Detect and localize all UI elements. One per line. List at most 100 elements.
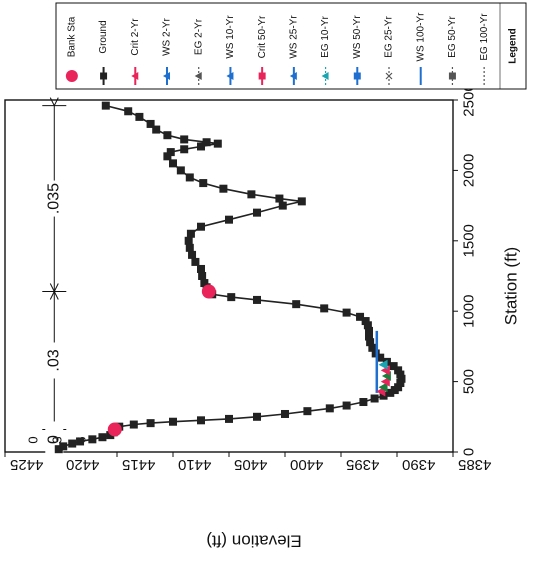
ground-point bbox=[186, 229, 195, 238]
ground-point bbox=[188, 250, 197, 259]
ground-point bbox=[213, 139, 222, 148]
manning-label-bg bbox=[45, 342, 64, 379]
ground-point bbox=[389, 362, 398, 371]
ground-point bbox=[396, 379, 405, 388]
ground-point bbox=[247, 190, 256, 199]
elevation-tick-label: 4400 bbox=[290, 456, 323, 473]
manning-n-label: 0 bbox=[45, 435, 62, 444]
ground-point bbox=[365, 332, 373, 341]
y-axis-title: Elevation (ft) bbox=[206, 532, 301, 551]
x-axis-title: Station (ft) bbox=[501, 247, 520, 325]
ground-point bbox=[356, 312, 365, 321]
legend-swatch-marker bbox=[448, 72, 456, 80]
ground-point bbox=[184, 236, 193, 245]
manning-annotations: 0.03.035036 bbox=[25, 97, 88, 458]
ground-point bbox=[253, 295, 261, 304]
ground-point bbox=[197, 416, 205, 425]
legend-swatch-marker bbox=[289, 72, 297, 80]
ground-point bbox=[278, 201, 287, 210]
axes: 4385 4390 4395 4400 4405 4410 4415 4420 4425 0 500… bbox=[4, 83, 520, 551]
manning-label-bg bbox=[45, 180, 64, 217]
ground-point bbox=[135, 112, 144, 121]
ground-point bbox=[361, 317, 370, 326]
legend-entry-label: Crit 2-Yr bbox=[130, 18, 141, 56]
station-tick-label: 2500 bbox=[460, 83, 477, 116]
ground-point bbox=[379, 391, 388, 400]
elevation-tick-label: 4420 bbox=[66, 456, 99, 473]
ground-point bbox=[199, 179, 208, 188]
ground-point bbox=[59, 442, 68, 451]
water-surface-marker bbox=[378, 359, 388, 370]
ground-point bbox=[396, 370, 405, 379]
ground-point bbox=[129, 420, 138, 429]
ground-point bbox=[202, 138, 211, 147]
ground-point bbox=[185, 243, 194, 252]
ground-point bbox=[219, 184, 228, 193]
ground-point bbox=[101, 101, 110, 110]
legend-entry-label: Ground bbox=[98, 20, 109, 53]
ground-point bbox=[68, 439, 77, 448]
station-tick-label: 500 bbox=[460, 369, 477, 394]
ground-point bbox=[198, 272, 207, 280]
ground-point bbox=[397, 374, 406, 383]
ground-point bbox=[197, 264, 205, 273]
ground-point bbox=[363, 321, 372, 330]
legend-swatch-marker bbox=[385, 72, 393, 80]
ground-point bbox=[197, 142, 205, 151]
ground-point bbox=[146, 419, 155, 428]
ground-point bbox=[227, 293, 236, 302]
water-surface-marker bbox=[378, 382, 388, 393]
ground-point bbox=[176, 166, 185, 175]
ground-point bbox=[320, 304, 329, 313]
legend: Legend EG 100-Yr EG 50-Yr WS 100-Yr EG 25-Yr… bbox=[55, 2, 527, 90]
station-tick-label: 2000 bbox=[460, 154, 477, 187]
ground-point bbox=[76, 437, 85, 446]
ground-point bbox=[325, 404, 334, 413]
ground-point bbox=[303, 407, 312, 416]
legend-entry-label: WS 100-Yr bbox=[415, 12, 426, 62]
ground-point bbox=[200, 279, 209, 288]
station-tick-label: 1500 bbox=[460, 224, 477, 257]
ground-point bbox=[359, 398, 368, 407]
ground-point bbox=[297, 197, 306, 206]
ground-point bbox=[342, 308, 351, 317]
ground-point bbox=[191, 257, 200, 266]
ground-point bbox=[180, 135, 189, 144]
ground-point bbox=[88, 435, 97, 444]
ground-point bbox=[98, 433, 107, 442]
elevation-tick-label: 4390 bbox=[402, 456, 435, 473]
ground-point bbox=[292, 300, 301, 309]
manning-n-label: .035 bbox=[45, 183, 62, 214]
legend-swatch-marker bbox=[321, 72, 329, 80]
elevation-tick-label: 4410 bbox=[178, 456, 211, 473]
ground-point bbox=[366, 338, 375, 347]
legend-swatch-marker bbox=[258, 72, 266, 80]
legend-entry-label: WS 25-Yr bbox=[288, 15, 299, 59]
ground-point bbox=[281, 409, 289, 418]
ground-point bbox=[225, 215, 233, 224]
ground-point bbox=[376, 353, 385, 362]
legend-swatch-marker bbox=[163, 72, 170, 80]
legend-entry-label: Crit 50-Yr bbox=[257, 15, 268, 58]
legend-entry-label: EG 50-Yr bbox=[447, 15, 458, 57]
legend-swatch-marker bbox=[131, 72, 139, 80]
station-tick-label: 1000 bbox=[460, 295, 477, 328]
ground-point bbox=[342, 401, 351, 410]
ground-point bbox=[152, 125, 161, 134]
station-tick-label: 0 bbox=[460, 448, 477, 456]
ground-point bbox=[124, 107, 133, 116]
ground-point bbox=[163, 131, 172, 140]
manning-n-label: .03 bbox=[45, 349, 62, 371]
ground-point bbox=[370, 394, 379, 403]
legend-title: Legend bbox=[508, 28, 519, 64]
legend-swatch-marker bbox=[194, 72, 202, 80]
ground-point bbox=[166, 148, 175, 157]
legend-swatch-marker bbox=[65, 70, 78, 82]
elevation-tick-label: 4405 bbox=[234, 456, 267, 473]
legend-entry-label: EG 2-Yr bbox=[193, 18, 204, 55]
elevation-tick-label: 4415 bbox=[122, 456, 155, 473]
ground-point bbox=[146, 119, 155, 128]
ground-point bbox=[225, 414, 233, 423]
